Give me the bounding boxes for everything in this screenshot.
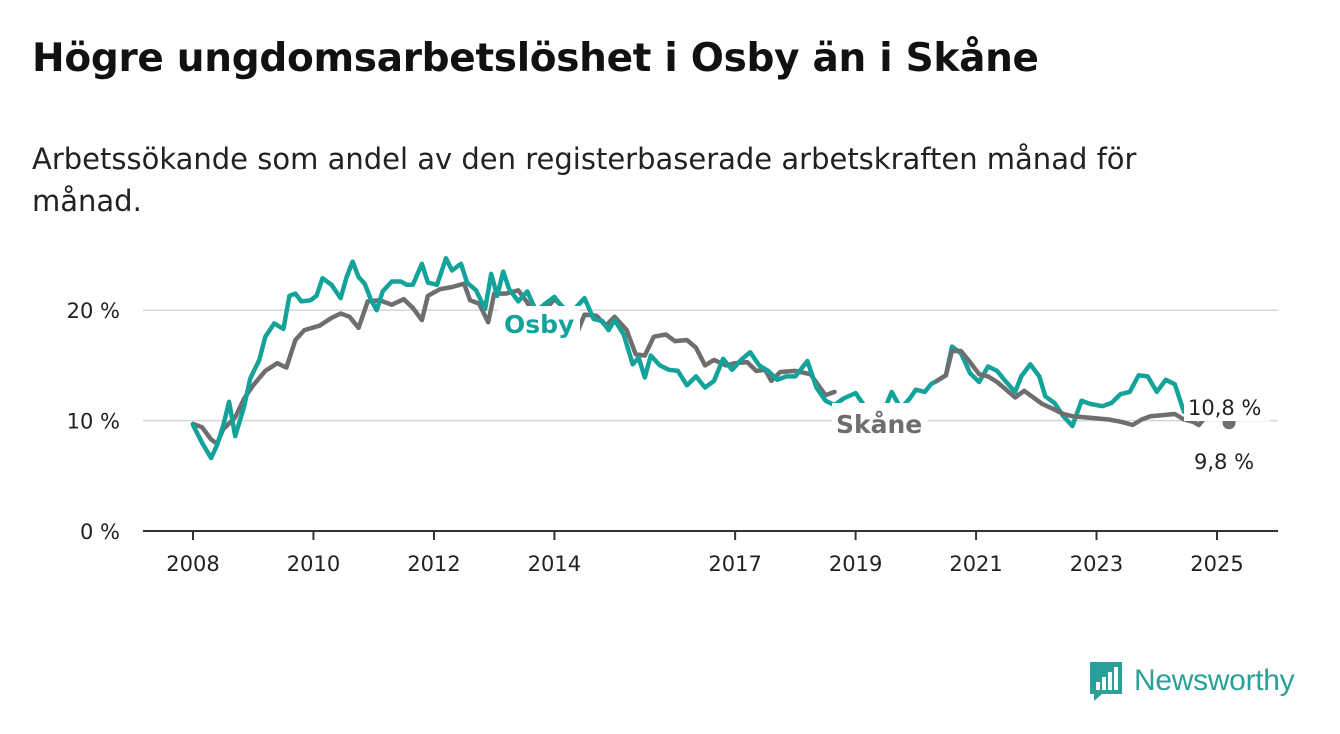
x-tick-label: 2010 — [287, 552, 340, 576]
series-lines — [190, 256, 1232, 461]
end-label-osby: 10,8 % — [1188, 396, 1261, 420]
y-tick-label: 10 % — [67, 410, 120, 434]
x-tick-label: 2021 — [949, 552, 1002, 576]
x-tick-label: 2012 — [407, 552, 460, 576]
series-line-sk-ne — [934, 348, 1232, 428]
newsworthy-logo-icon — [1090, 662, 1122, 701]
x-tick-label: 2023 — [1070, 552, 1123, 576]
y-tick-label: 20 % — [67, 299, 120, 323]
chart-subtitle: Arbetssökande som andel av den registerb… — [32, 142, 1137, 218]
x-tick-label: 2014 — [528, 552, 581, 576]
chart-title: Högre ungdomsarbetslöshet i Osby än i Sk… — [32, 36, 1039, 81]
newsworthy-brand: Newsworthy — [1088, 660, 1295, 702]
end-label-skane: 9,8 % — [1194, 450, 1254, 474]
axes: 0 % 10 % 20 % 2008 2010 2012 2014 2017 2019 2021 2… — [67, 299, 1278, 576]
x-tick-label: 2017 — [708, 552, 761, 576]
brand-name: Newsworthy — [1134, 664, 1295, 697]
series-line-osby — [190, 256, 1232, 461]
x-tick-label: 2019 — [829, 552, 882, 576]
series-label-skane: Skåne — [836, 410, 922, 439]
y-tick-label: 0 % — [80, 520, 120, 544]
x-tick-label: 2025 — [1190, 552, 1243, 576]
series-labels: Osby Skåne 10,8 % 9,8 % — [498, 306, 1270, 474]
x-tick-label: 2008 — [166, 552, 219, 576]
series-label-osby: Osby — [504, 310, 574, 339]
label-halo — [832, 403, 928, 441]
grid-lines — [143, 309, 1278, 422]
label-halo — [498, 306, 580, 340]
label-halo — [1184, 395, 1270, 421]
